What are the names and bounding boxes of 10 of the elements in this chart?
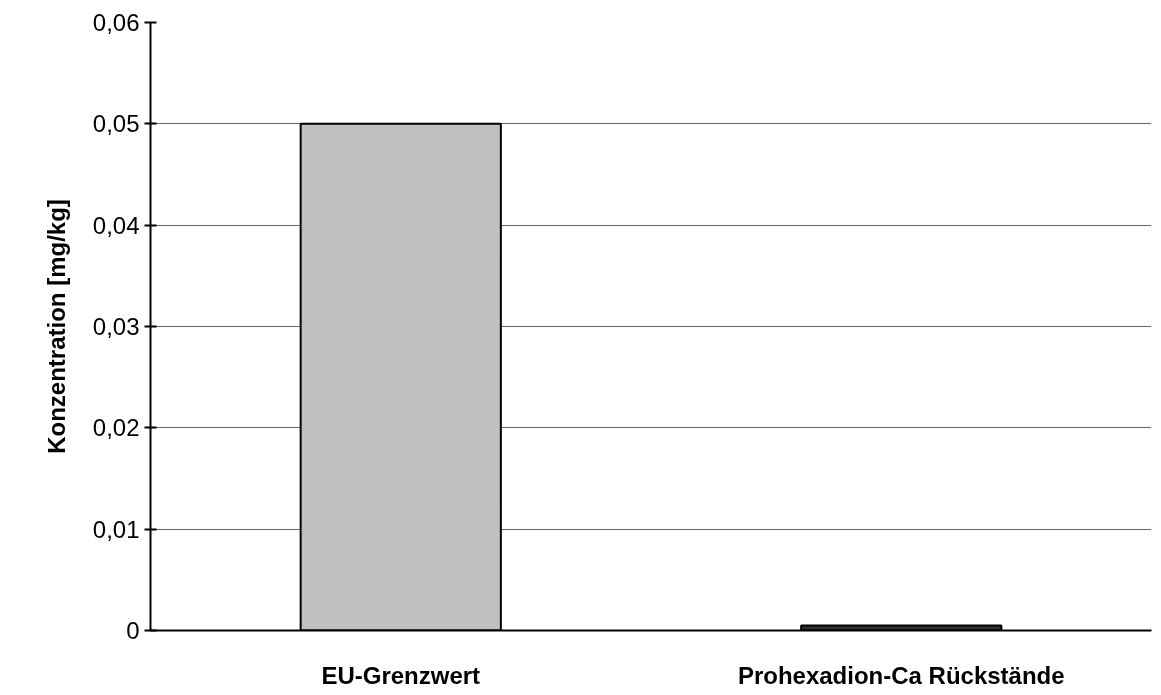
x-tick-label: Prohexadion-Ca Rückstände	[737, 661, 1065, 689]
y-axis-title: Konzentration [mg/kg]	[42, 199, 70, 454]
y-tick-label: 0,06	[92, 9, 140, 36]
y-tick-label: 0,04	[92, 211, 140, 239]
y-tick-label: 0,03	[92, 313, 140, 340]
y-tick-label: 0,01	[92, 515, 140, 543]
y-tick-label: 0,02	[92, 414, 140, 442]
y-tick-label: 0,05	[92, 110, 140, 138]
y-tick-label: 0	[126, 617, 140, 644]
x-tick-label: EU-Grenzwert	[321, 661, 481, 689]
